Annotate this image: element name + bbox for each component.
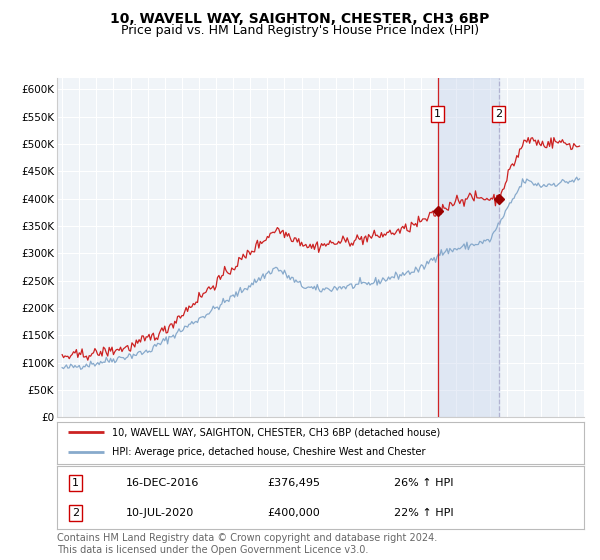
Text: 26% ↑ HPI: 26% ↑ HPI	[394, 478, 454, 488]
Text: 22% ↑ HPI: 22% ↑ HPI	[394, 508, 454, 518]
Bar	[438, 78, 499, 417]
Text: 10-JUL-2020: 10-JUL-2020	[125, 508, 194, 518]
Text: 2: 2	[72, 508, 79, 518]
Text: Contains HM Land Registry data © Crown copyright and database right 2024.
This d: Contains HM Land Registry data © Crown c…	[57, 533, 437, 555]
Text: Price paid vs. HM Land Registry's House Price Index (HPI): Price paid vs. HM Land Registry's House …	[121, 24, 479, 36]
Text: 1: 1	[434, 109, 441, 119]
Text: 2: 2	[495, 109, 502, 119]
Text: HPI: Average price, detached house, Cheshire West and Chester: HPI: Average price, detached house, Ches…	[112, 447, 426, 457]
Text: £376,495: £376,495	[268, 478, 321, 488]
Text: 1: 1	[72, 478, 79, 488]
Text: £400,000: £400,000	[268, 508, 320, 518]
Text: 10, WAVELL WAY, SAIGHTON, CHESTER, CH3 6BP (detached house): 10, WAVELL WAY, SAIGHTON, CHESTER, CH3 6…	[112, 427, 440, 437]
Text: 10, WAVELL WAY, SAIGHTON, CHESTER, CH3 6BP: 10, WAVELL WAY, SAIGHTON, CHESTER, CH3 6…	[110, 12, 490, 26]
Text: 16-DEC-2016: 16-DEC-2016	[125, 478, 199, 488]
